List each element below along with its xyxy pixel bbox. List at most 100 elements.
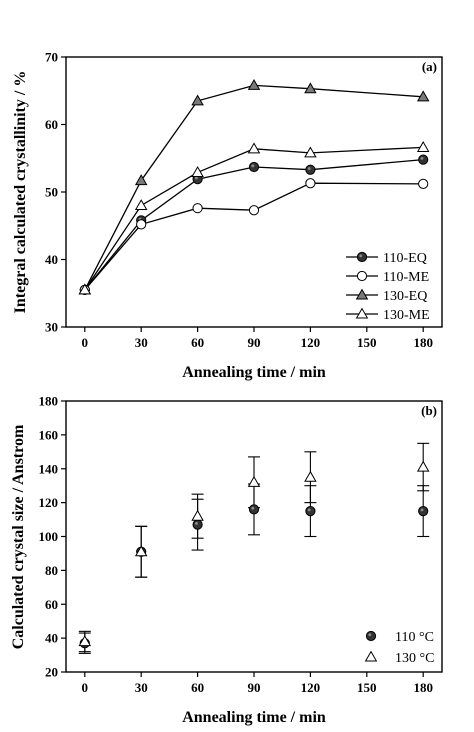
data-point-filled-circle-0-4-shape bbox=[305, 164, 316, 175]
x-tick-label-4: 120 bbox=[301, 335, 321, 350]
data-point-filled-circle-0-5-highlight bbox=[420, 508, 424, 512]
data-point-open-triangle-3-1-shape bbox=[134, 199, 148, 211]
series-line-filled-circle-0 bbox=[84, 158, 424, 291]
data-point-open-triangle-1-1-shape bbox=[134, 545, 148, 557]
data-point-filled-circle-0-2 bbox=[192, 519, 203, 530]
legend-marker-open-circle-1-shape bbox=[356, 270, 368, 282]
data-point-filled-circle-0-3 bbox=[248, 161, 260, 173]
y-tick-label-3: 60 bbox=[45, 117, 58, 132]
x-tick-label-2: 60 bbox=[191, 335, 204, 350]
data-point-open-triangle-1-2 bbox=[191, 509, 204, 521]
data-point-filled-triangle-2-1-shape bbox=[134, 174, 148, 186]
data-point-open-circle-1-3-shape bbox=[248, 205, 260, 216]
y-tick-label-7: 160 bbox=[39, 427, 59, 442]
y-tick-label-0: 30 bbox=[45, 320, 58, 335]
data-point-filled-circle-0-3-highlight bbox=[251, 506, 255, 510]
x-tick-label-5: 150 bbox=[357, 680, 377, 695]
legend-label-open-triangle-3: 130-ME bbox=[383, 308, 430, 323]
legend-label-filled-triangle-2: 130-EQ bbox=[383, 289, 427, 304]
data-point-filled-circle-0-4 bbox=[305, 164, 316, 175]
legend-label-open-circle-1: 110-ME bbox=[383, 270, 429, 285]
data-point-filled-circle-0-4-highlight bbox=[307, 508, 311, 512]
x-tick-label-1: 30 bbox=[135, 680, 148, 695]
legend-marker-open-triangle-1 bbox=[364, 650, 378, 662]
data-point-filled-triangle-2-1 bbox=[134, 174, 148, 186]
y-axis-label-a: Integral calculated crystallinity / % bbox=[12, 71, 29, 314]
data-point-open-triangle-1-4-shape bbox=[304, 470, 317, 482]
y-tick-label-4: 70 bbox=[45, 50, 58, 65]
x-tick-label-3: 90 bbox=[248, 335, 261, 350]
data-point-filled-triangle-2-3-shape bbox=[247, 78, 261, 90]
legend-a: 110-EQ 110-ME 130-EQ 130-ME bbox=[346, 251, 430, 323]
panel-label-b: (b) bbox=[421, 403, 437, 418]
legend-marker-filled-circle-0-highlight bbox=[368, 633, 372, 637]
data-point-open-triangle-1-4 bbox=[304, 470, 317, 482]
y-tick-label-2: 60 bbox=[45, 597, 58, 612]
data-point-open-triangle-3-0-shape bbox=[78, 283, 92, 295]
data-point-open-triangle-1-3-shape bbox=[247, 475, 261, 487]
x-axis-label-b: Annealing time / min bbox=[182, 709, 326, 726]
x-tick-label-4: 120 bbox=[301, 680, 321, 695]
y-tick-label-1: 40 bbox=[45, 252, 58, 267]
data-point-open-triangle-1-3 bbox=[247, 475, 261, 487]
data-point-filled-circle-0-4-shape bbox=[305, 505, 316, 517]
data-point-open-triangle-3-0 bbox=[78, 283, 92, 295]
y-tick-label-5: 120 bbox=[39, 495, 59, 510]
y-tick-label-3: 80 bbox=[45, 563, 58, 578]
data-point-filled-triangle-2-5 bbox=[416, 90, 430, 102]
data-point-open-triangle-3-4 bbox=[304, 146, 317, 158]
data-point-open-circle-1-5-shape bbox=[418, 178, 429, 189]
data-point-filled-circle-0-3-highlight bbox=[251, 164, 255, 168]
series-line-open-triangle-3 bbox=[84, 146, 424, 291]
panel-label-a: (a) bbox=[422, 59, 437, 74]
ticks-a: 0 30 60 90 120 150 180 30 40 50 60 70 bbox=[45, 50, 433, 351]
x-tick-label-5: 150 bbox=[357, 335, 377, 350]
data-point-filled-triangle-2-2 bbox=[191, 94, 204, 106]
data-point-open-triangle-1-1 bbox=[134, 545, 148, 557]
data-point-filled-circle-0-2-highlight bbox=[195, 176, 198, 180]
data-point-open-triangle-3-2-shape bbox=[191, 166, 204, 177]
data-point-filled-circle-0-3 bbox=[248, 504, 260, 515]
x-tick-label-0: 0 bbox=[82, 335, 89, 350]
data-point-filled-circle-0-2-shape bbox=[192, 519, 203, 530]
x-tick-label-6: 180 bbox=[413, 680, 433, 695]
data-point-filled-triangle-2-4-shape bbox=[304, 82, 317, 94]
legend-label-filled-circle-0: 110-EQ bbox=[383, 251, 427, 266]
y-tick-label-1: 40 bbox=[45, 631, 58, 646]
legend-marker-filled-circle-0 bbox=[356, 251, 368, 263]
data-point-filled-circle-0-5 bbox=[418, 505, 429, 517]
data-point-filled-circle-0-3-shape bbox=[248, 504, 260, 515]
data-point-open-circle-1-4-shape bbox=[305, 178, 316, 189]
data-point-filled-circle-0-4 bbox=[305, 505, 316, 517]
data-point-open-triangle-1-0 bbox=[78, 635, 92, 647]
data-point-open-triangle-1-0-shape bbox=[78, 635, 92, 647]
data-point-open-circle-1-4 bbox=[305, 178, 316, 189]
legend-marker-filled-circle-0-highlight bbox=[359, 254, 363, 258]
data-point-open-circle-1-1-shape bbox=[136, 219, 147, 230]
data-point-open-triangle-3-5 bbox=[416, 141, 430, 152]
y-tick-label-2: 50 bbox=[45, 185, 58, 200]
data-point-open-triangle-1-5-shape bbox=[416, 460, 430, 472]
data-point-filled-circle-0-5-highlight bbox=[420, 157, 424, 160]
ticks-b: 0 30 60 90 120 150 180 20 40 60 80 100 120 140 160 180 bbox=[39, 394, 433, 696]
data-point-filled-triangle-2-3 bbox=[247, 78, 261, 90]
data-point-open-triangle-1-5 bbox=[416, 460, 430, 472]
legend-label-filled-circle-0: 110 °C bbox=[395, 630, 434, 645]
data-point-filled-circle-0-5 bbox=[418, 154, 429, 165]
legend-marker-filled-circle-0-shape bbox=[365, 630, 377, 642]
legend-marker-open-triangle-1-shape bbox=[364, 650, 378, 662]
data-point-filled-circle-0-4-highlight bbox=[307, 167, 311, 170]
y-tick-label-8: 180 bbox=[39, 394, 59, 409]
series-b bbox=[78, 442, 430, 654]
data-point-filled-triangle-2-4 bbox=[304, 82, 317, 94]
data-point-open-circle-1-5 bbox=[418, 178, 429, 189]
y-tick-label-4: 100 bbox=[39, 529, 59, 544]
legend-marker-filled-triangle-2-shape bbox=[355, 288, 369, 300]
x-tick-label-2: 60 bbox=[191, 680, 204, 695]
plot-frame-a bbox=[65, 56, 443, 328]
legend-marker-filled-circle-0-shape bbox=[356, 251, 368, 263]
y-axis-label-b: Calculated crystal size / Anstrom bbox=[10, 424, 27, 649]
data-point-filled-circle-0-5-shape bbox=[418, 154, 429, 165]
series-a bbox=[78, 78, 430, 295]
